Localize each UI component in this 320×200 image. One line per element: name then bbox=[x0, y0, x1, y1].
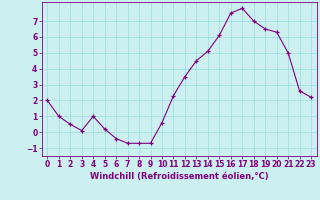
X-axis label: Windchill (Refroidissement éolien,°C): Windchill (Refroidissement éolien,°C) bbox=[90, 172, 268, 181]
